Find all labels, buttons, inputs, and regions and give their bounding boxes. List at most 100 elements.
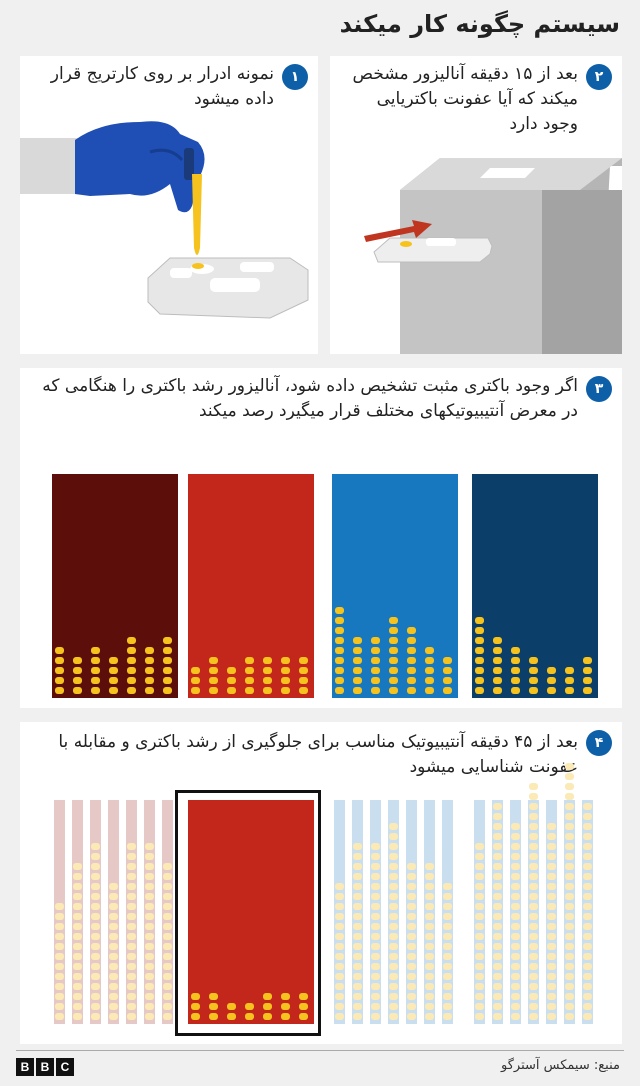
bacteria-blob bbox=[163, 883, 172, 890]
bacteria-blob bbox=[163, 637, 172, 644]
step-1-panel: ۱ نمونه ادرار بر روی کارتریج قرار داده م… bbox=[20, 56, 318, 354]
bacteria-blob bbox=[565, 1013, 574, 1020]
bacteria-blob bbox=[299, 993, 308, 1000]
bacteria-blob bbox=[389, 833, 398, 840]
bacteria-blob bbox=[529, 993, 538, 1000]
bacteria-blob bbox=[565, 883, 574, 890]
bacteria-blob bbox=[73, 883, 82, 890]
tube bbox=[126, 474, 137, 698]
bacteria-blob bbox=[407, 667, 416, 674]
bacteria-blob bbox=[371, 1003, 380, 1010]
bacteria-blob bbox=[475, 1013, 484, 1020]
bacteria-blob bbox=[55, 687, 64, 694]
bacteria-blob bbox=[163, 873, 172, 880]
bacteria-blob bbox=[511, 843, 520, 850]
bacteria-blob bbox=[191, 1003, 200, 1010]
bacteria-blob bbox=[529, 883, 538, 890]
bacteria-blob bbox=[353, 873, 362, 880]
bacteria-blob bbox=[493, 913, 502, 920]
bacteria-blob bbox=[529, 1013, 538, 1020]
bacteria-blob bbox=[127, 903, 136, 910]
step-1-badge: ۱ bbox=[282, 64, 308, 90]
bacteria-blob bbox=[209, 1003, 218, 1010]
bacteria-blob bbox=[565, 793, 574, 800]
tube bbox=[334, 800, 345, 1024]
bacteria-blob bbox=[55, 903, 64, 910]
bacteria-blob bbox=[145, 923, 154, 930]
bacteria-blob bbox=[73, 913, 82, 920]
bacteria-blob bbox=[109, 893, 118, 900]
bacteria-blob bbox=[191, 993, 200, 1000]
tube bbox=[162, 800, 173, 1024]
bacteria-blob bbox=[353, 923, 362, 930]
bacteria-blob bbox=[145, 667, 154, 674]
tube bbox=[190, 474, 201, 698]
bacteria-blob bbox=[55, 953, 64, 960]
bacteria-blob bbox=[547, 903, 556, 910]
bacteria-blob bbox=[263, 687, 272, 694]
bacteria-blob bbox=[493, 943, 502, 950]
bacteria-blob bbox=[547, 963, 556, 970]
bacteria-blob bbox=[245, 1003, 254, 1010]
bacteria-blob bbox=[511, 833, 520, 840]
bacteria-blob bbox=[281, 677, 290, 684]
tube bbox=[442, 474, 453, 698]
bacteria-blob bbox=[493, 883, 502, 890]
bacteria-blob bbox=[425, 973, 434, 980]
bacteria-blob bbox=[389, 963, 398, 970]
tube bbox=[388, 800, 399, 1024]
bacteria-blob bbox=[389, 853, 398, 860]
bacteria-blob bbox=[425, 883, 434, 890]
bacteria-blob bbox=[191, 677, 200, 684]
bacteria-blob bbox=[163, 893, 172, 900]
bacteria-blob bbox=[475, 963, 484, 970]
bacteria-blob bbox=[109, 933, 118, 940]
bacteria-blob bbox=[407, 923, 416, 930]
bacteria-blob bbox=[475, 883, 484, 890]
bacteria-blob bbox=[163, 667, 172, 674]
bacteria-blob bbox=[529, 863, 538, 870]
bacteria-blob bbox=[163, 687, 172, 694]
tube bbox=[262, 474, 273, 698]
bacteria-blob bbox=[407, 893, 416, 900]
bacteria-blob bbox=[547, 667, 556, 674]
bacteria-blob bbox=[529, 843, 538, 850]
bacteria-blob bbox=[145, 993, 154, 1000]
bacteria-blob bbox=[511, 983, 520, 990]
tube bbox=[546, 800, 557, 1024]
bacteria-blob bbox=[371, 963, 380, 970]
bacteria-blob bbox=[493, 1013, 502, 1020]
bacteria-blob bbox=[547, 883, 556, 890]
bacteria-blob bbox=[425, 667, 434, 674]
bacteria-blob bbox=[335, 983, 344, 990]
bacteria-blob bbox=[353, 677, 362, 684]
bacteria-blob bbox=[547, 1013, 556, 1020]
tube bbox=[298, 474, 309, 698]
bacteria-blob bbox=[127, 687, 136, 694]
bacteria-blob bbox=[425, 873, 434, 880]
tube bbox=[244, 474, 255, 698]
tube bbox=[162, 474, 173, 698]
bacteria-blob bbox=[407, 863, 416, 870]
tube bbox=[262, 800, 273, 1024]
bacteria-blob bbox=[127, 943, 136, 950]
bacteria-blob bbox=[371, 637, 380, 644]
bacteria-blob bbox=[371, 943, 380, 950]
bacteria-blob bbox=[73, 953, 82, 960]
bacteria-blob bbox=[443, 973, 452, 980]
bacteria-blob bbox=[407, 647, 416, 654]
tube bbox=[564, 474, 575, 698]
bacteria-blob bbox=[425, 963, 434, 970]
source-credit: منبع: سیمکس آسترگو bbox=[501, 1058, 620, 1073]
bacteria-blob bbox=[127, 677, 136, 684]
tube bbox=[298, 800, 309, 1024]
tube bbox=[90, 474, 101, 698]
bacteria-blob bbox=[127, 1013, 136, 1020]
bacteria-blob bbox=[493, 923, 502, 930]
bacteria-blob bbox=[91, 893, 100, 900]
bacteria-blob bbox=[493, 1003, 502, 1010]
bacteria-blob bbox=[565, 833, 574, 840]
bacteria-blob bbox=[565, 773, 574, 780]
bacteria-blob bbox=[529, 913, 538, 920]
bacteria-blob bbox=[281, 1003, 290, 1010]
